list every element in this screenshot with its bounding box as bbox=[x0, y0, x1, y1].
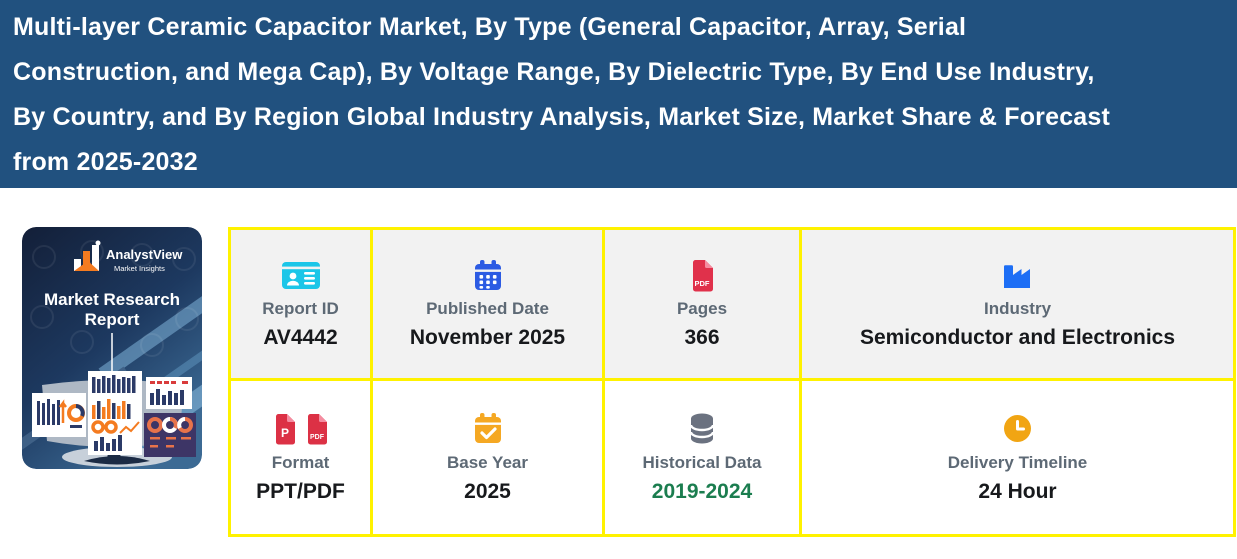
clock-icon bbox=[1002, 412, 1033, 446]
report-summary-section: AnalystView Market Insights Market Resea… bbox=[0, 227, 1237, 537]
report-id-label: Report ID bbox=[262, 299, 339, 318]
page-title-line-4: from 2025-2032 bbox=[13, 148, 198, 176]
industry-label: Industry bbox=[983, 299, 1052, 318]
svg-text:PDF: PDF bbox=[310, 434, 325, 441]
delivery-timeline-value: 24 Hour bbox=[978, 479, 1057, 503]
info-card-pages: PDF Pages 366 bbox=[605, 230, 799, 378]
ppt-file-icon: P bbox=[275, 413, 295, 444]
pages-label: Pages bbox=[676, 299, 728, 318]
historical-data-label: Historical Data bbox=[642, 452, 762, 472]
historical-data-value: 2019-2024 bbox=[651, 479, 753, 503]
page-title-line-2: Construction, and Mega Cap), By Voltage … bbox=[13, 58, 1095, 86]
info-card-historical-data: Historical Data 2019-2024 bbox=[605, 381, 799, 534]
svg-text:PDF: PDF bbox=[694, 279, 709, 288]
calendar-icon bbox=[472, 258, 504, 292]
report-title-banner: Multi-layer Ceramic Capacitor Market, By… bbox=[0, 0, 1237, 188]
base-year-value: 2025 bbox=[464, 479, 511, 503]
info-card-format: P PDF Format PPT/PDF bbox=[231, 381, 370, 534]
info-card-industry: Industry Semiconductor and Electronics bbox=[802, 230, 1233, 378]
svg-text:Market Insights: Market Insights bbox=[114, 264, 165, 273]
report-cover-image: AnalystView Market Insights Market Resea… bbox=[22, 227, 202, 469]
base-year-label: Base Year bbox=[447, 452, 528, 472]
info-card-report-id: Report ID AV4442 bbox=[231, 230, 370, 378]
pages-value: 366 bbox=[684, 326, 720, 349]
report-id-value: AV4442 bbox=[263, 326, 338, 349]
pdf-file-icon: PDF bbox=[307, 413, 327, 444]
delivery-timeline-label: Delivery Timeline bbox=[947, 452, 1088, 472]
published-date-value: November 2025 bbox=[409, 326, 566, 349]
svg-text:AnalystView: AnalystView bbox=[106, 247, 183, 262]
page-title-line-3: By Country, and By Region Global Industr… bbox=[13, 103, 1111, 131]
svg-text:Market Research: Market Research bbox=[44, 290, 180, 309]
info-card-base-year: Base Year 2025 bbox=[373, 381, 602, 534]
info-card-delivery-timeline: Delivery Timeline 24 Hour bbox=[802, 381, 1233, 534]
svg-text:Report: Report bbox=[85, 310, 140, 329]
svg-text:P: P bbox=[280, 426, 288, 440]
report-cover-illustration: AnalystView Market Insights Market Resea… bbox=[22, 227, 202, 469]
industry-value: Semiconductor and Electronics bbox=[859, 326, 1176, 349]
report-info-grid: Report ID AV4442 Published Date bbox=[228, 227, 1236, 537]
format-value: PPT/PDF bbox=[256, 479, 345, 503]
calendar-check-icon bbox=[472, 412, 504, 446]
page-title-line-1: Multi-layer Ceramic Capacitor Market, By… bbox=[13, 13, 967, 41]
analystview-logo-icon bbox=[74, 240, 101, 271]
info-card-published-date: Published Date November 2025 bbox=[373, 230, 602, 378]
published-date-label: Published Date bbox=[426, 299, 549, 318]
database-icon bbox=[687, 412, 717, 446]
factory-icon bbox=[1000, 258, 1036, 292]
pdf-file-icon: PDF bbox=[689, 258, 716, 292]
format-label: Format bbox=[271, 452, 330, 472]
id-card-icon bbox=[281, 258, 321, 292]
